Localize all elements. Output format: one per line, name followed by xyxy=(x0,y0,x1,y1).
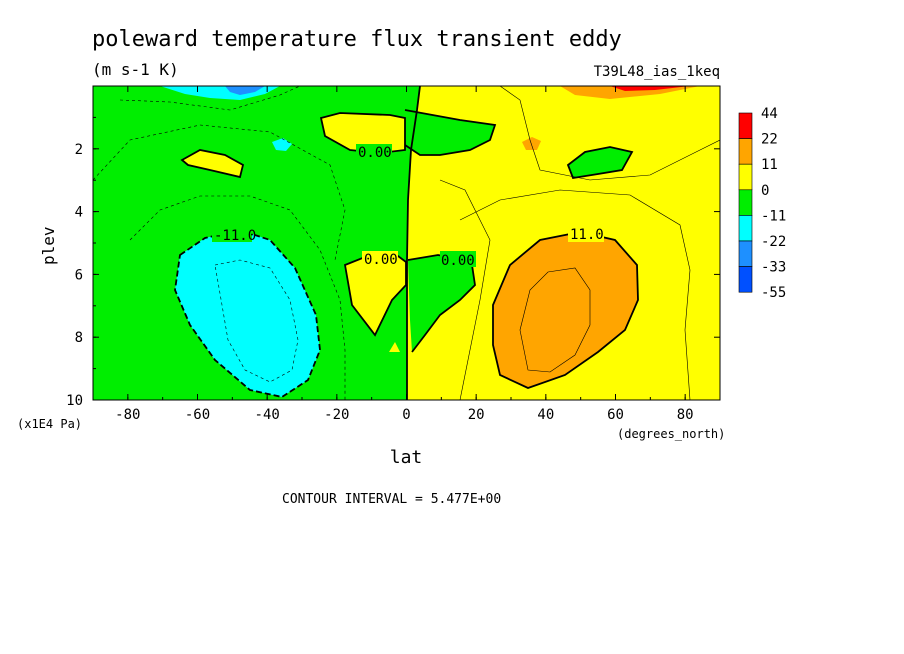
region-orange-north-small xyxy=(522,137,541,150)
colorbar-label: -55 xyxy=(761,285,786,301)
contour-neg11 xyxy=(174,229,321,398)
colorbar-label: -33 xyxy=(761,260,786,276)
contour-neg-inner xyxy=(214,259,299,383)
contour-pos-mid xyxy=(439,179,491,400)
colorbar-label: 0 xyxy=(761,183,769,199)
region-orange-north xyxy=(493,232,638,388)
x-tick-label: -60 xyxy=(185,407,210,423)
colorbar-swatch xyxy=(738,240,753,267)
contour-neg-top xyxy=(93,124,346,261)
region-green-mid-lobe xyxy=(408,255,475,352)
x-tick-label: 40 xyxy=(537,407,554,423)
contour-neg-upper xyxy=(119,86,301,111)
x-tick-label: 20 xyxy=(468,407,485,423)
contour-neg-outer xyxy=(129,195,346,400)
y-axis: 2 4 6 8 10 xyxy=(66,116,720,409)
contour-zero-upper-s xyxy=(319,112,406,154)
y-tick-label: 6 xyxy=(75,267,83,283)
y-axis-units: (x1E4 Pa) xyxy=(17,417,82,431)
contour-zero-main xyxy=(406,86,421,400)
chart-title: poleward temperature flux transient eddy xyxy=(92,27,622,52)
region-yellow-south-4 xyxy=(389,342,400,352)
contour-label: 0.00 xyxy=(441,253,475,269)
plot-area xyxy=(93,86,720,400)
region-cyan-small xyxy=(272,138,292,151)
colorbar-swatch xyxy=(738,112,753,139)
x-axis-units: (degrees_north) xyxy=(617,427,725,441)
x-tick-label: -20 xyxy=(324,407,349,423)
thin-contours xyxy=(93,86,720,400)
contour-zero-upper-n xyxy=(404,109,497,156)
contour-label-group: -11.0 0.00 0.00 0.00 11.0 xyxy=(212,144,604,269)
colorbar-swatch xyxy=(738,138,753,165)
chart-units: (m s-1 K) xyxy=(92,60,179,79)
region-yellow-south-2 xyxy=(321,113,405,153)
contour-pos-upper xyxy=(499,86,720,181)
colorbar-swatch xyxy=(738,163,753,191)
contour-pos-inner xyxy=(519,267,591,373)
y-tick-label: 2 xyxy=(75,142,83,158)
region-orange-top-north xyxy=(560,86,700,99)
x-axis: -80 -60 -40 -20 0 20 40 60 80 xyxy=(92,86,721,423)
contour-label: 0.00 xyxy=(364,252,398,268)
contour-label: 0.00 xyxy=(358,145,392,161)
y-tick-label: 8 xyxy=(75,330,83,346)
colorbar-swatch xyxy=(738,215,753,242)
y-tick-label: 10 xyxy=(66,393,83,409)
x-tick-label: -40 xyxy=(255,407,280,423)
contour-interval: CONTOUR INTERVAL = 5.477E+00 xyxy=(282,492,501,507)
contour-label: 11.0 xyxy=(570,227,604,243)
x-tick-label: 80 xyxy=(677,407,694,423)
y-axis-label: plev xyxy=(39,226,58,265)
x-tick-label: 60 xyxy=(607,407,624,423)
x-tick-label: 0 xyxy=(402,407,410,423)
contour-label: -11.0 xyxy=(214,228,256,244)
x-axis-label: lat xyxy=(390,447,423,468)
region-red-top-north xyxy=(610,86,690,91)
contour-zero-north-small xyxy=(566,146,634,180)
colorbar-label: 11 xyxy=(761,157,778,173)
contour-zero-south-small xyxy=(180,149,245,179)
colorbar-label: 22 xyxy=(761,132,778,148)
contour-pos-outer xyxy=(459,189,691,400)
thick-contours xyxy=(174,86,639,400)
contour-pos11 xyxy=(492,231,639,389)
colorbar-label: -22 xyxy=(761,234,786,250)
colorbar-label: 44 xyxy=(761,106,778,122)
colorbar: 44 22 11 0 -11 -22 -33 -55 xyxy=(738,106,786,301)
colorbar-swatch xyxy=(738,266,753,293)
region-cyan-south xyxy=(175,230,320,397)
region-green-upper-mid xyxy=(405,110,495,155)
region-blue-top xyxy=(225,86,265,95)
x-tick-label: -80 xyxy=(115,407,140,423)
y-tick-label: 4 xyxy=(75,205,83,221)
dataset-label: T39L48_ias_1keq xyxy=(594,64,720,80)
colorbar-swatch xyxy=(738,189,753,216)
colorbar-label: -11 xyxy=(761,208,786,224)
